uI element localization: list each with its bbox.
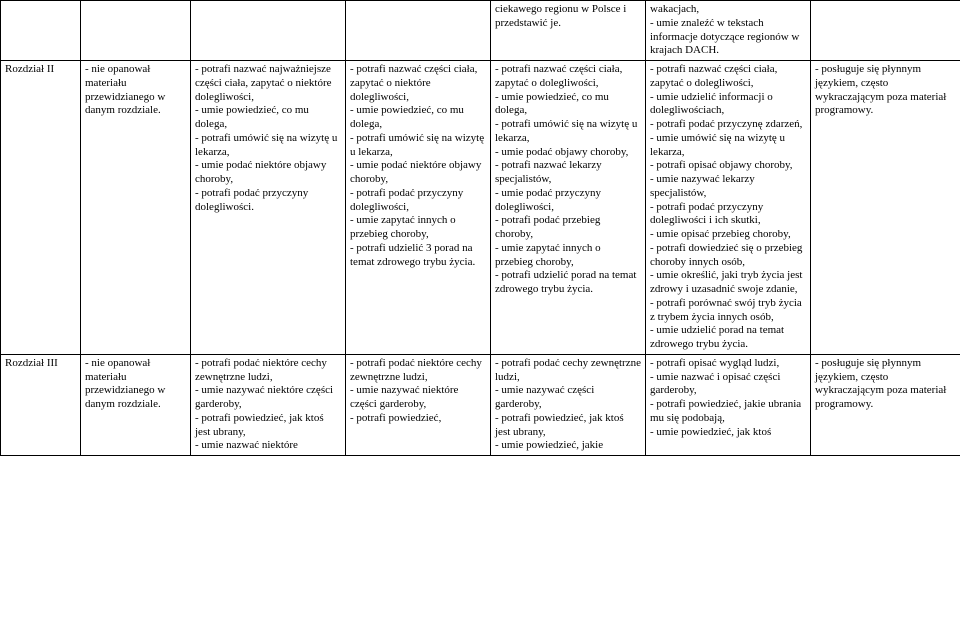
cell-chapter: Rozdział III: [1, 354, 81, 455]
cell: - posługuje się płynnym językiem, często…: [811, 61, 960, 355]
cell: - nie opanował materiału przewidzianego …: [81, 61, 191, 355]
cell: wakacjach,- umie znaleźć w tekstach info…: [646, 1, 811, 61]
cell: - potrafi nazwać części ciała, zapytać o…: [346, 61, 491, 355]
table-row: Rozdział II - nie opanował materiału prz…: [1, 61, 960, 355]
cell: - potrafi nazwać najważniejsze części ci…: [191, 61, 346, 355]
cell: [81, 1, 191, 61]
cell: - nie opanował materiału przewidzianego …: [81, 354, 191, 455]
cell: ciekawego regionu w Polsce i przedstawić…: [491, 1, 646, 61]
cell: [191, 1, 346, 61]
table-row: ciekawego regionu w Polsce i przedstawić…: [1, 1, 960, 61]
cell: - potrafi opisać wygląd ludzi,- umie naz…: [646, 354, 811, 455]
cell: - potrafi nazwać części ciała, zapytać o…: [646, 61, 811, 355]
cell: - potrafi nazwać części ciała, zapytać o…: [491, 61, 646, 355]
cell: [346, 1, 491, 61]
cell: - posługuje się płynnym językiem, często…: [811, 354, 960, 455]
cell: [811, 1, 960, 61]
cell: - potrafi podać niektóre cechy zewnętrzn…: [191, 354, 346, 455]
cell: - potrafi podać niektóre cechy zewnętrzn…: [346, 354, 491, 455]
table-row: Rozdział III - nie opanował materiału pr…: [1, 354, 960, 455]
cell: [1, 1, 81, 61]
cell: - potrafi podać cechy zewnętrzne ludzi,-…: [491, 354, 646, 455]
curriculum-table: ciekawego regionu w Polsce i przedstawić…: [0, 0, 960, 456]
cell-chapter: Rozdział II: [1, 61, 81, 355]
